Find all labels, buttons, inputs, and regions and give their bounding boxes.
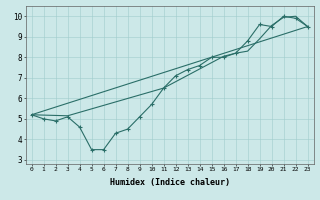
X-axis label: Humidex (Indice chaleur): Humidex (Indice chaleur) bbox=[109, 178, 230, 187]
